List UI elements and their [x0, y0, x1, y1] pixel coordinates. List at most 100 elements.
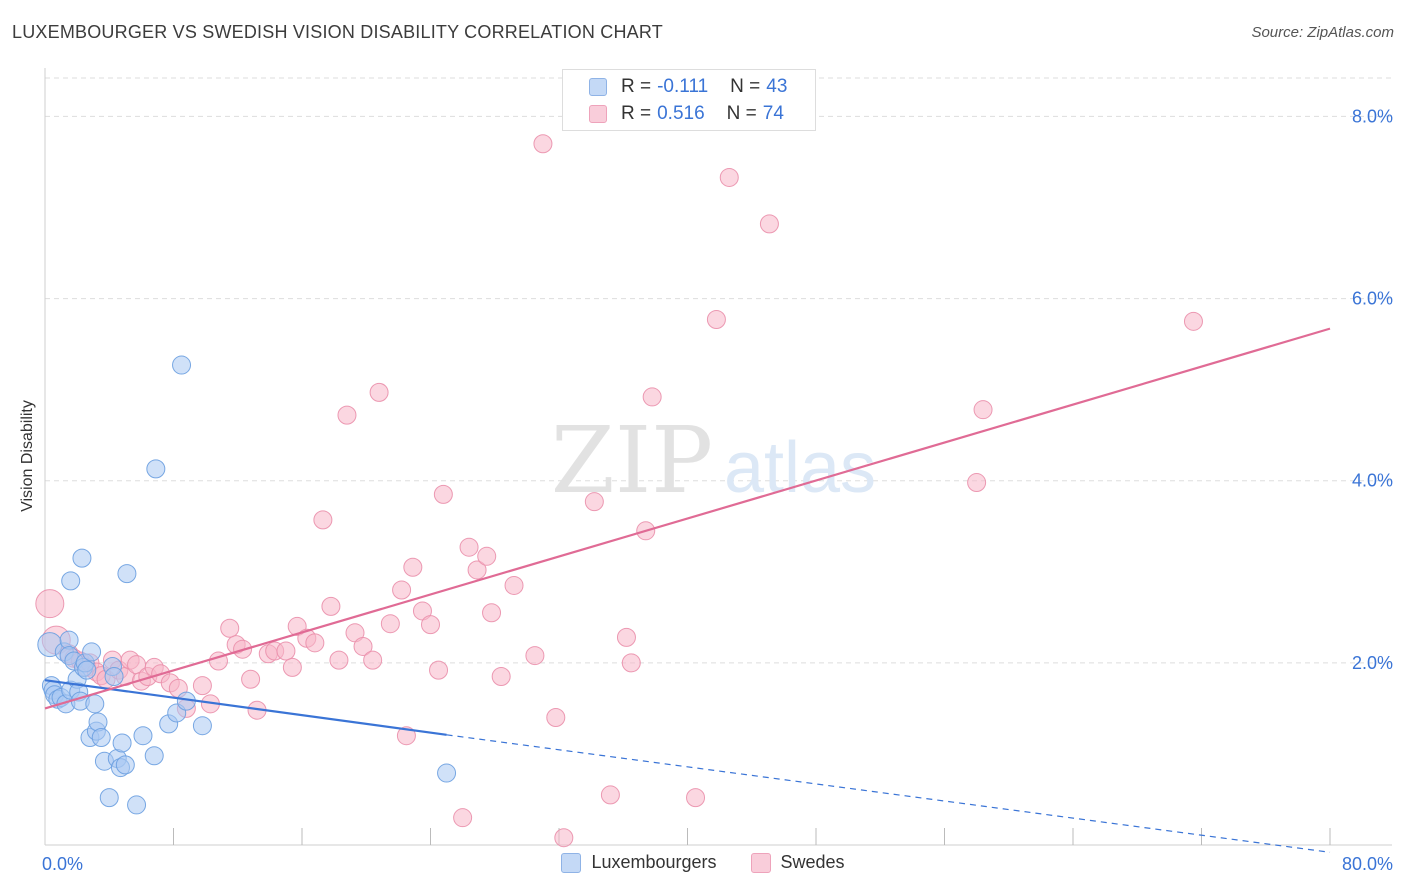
- point-swedes: [642, 387, 662, 407]
- point-swedes: [329, 650, 349, 670]
- point-swedes: [282, 657, 302, 677]
- correlation-legend: R = -0.111 N = 43 R = 0.516 N = 74: [562, 69, 816, 131]
- point-swedes: [584, 492, 604, 512]
- source-label: Source: ZipAtlas.com: [1251, 24, 1394, 41]
- point-luxembourgers: [172, 355, 192, 375]
- chart-title: LUXEMBOURGER VS SWEDISH VISION DISABILIT…: [12, 22, 663, 42]
- point-swedes: [433, 484, 453, 504]
- point-swedes: [482, 603, 502, 623]
- point-swedes: [706, 310, 726, 330]
- point-luxembourgers: [77, 660, 97, 680]
- point-swedes: [453, 808, 473, 828]
- legend-row-swedes: R = 0.516 N = 74: [589, 102, 784, 126]
- point-swedes: [759, 214, 779, 234]
- point-luxembourgers: [88, 712, 108, 732]
- legend-swatch-blue: [589, 78, 607, 96]
- point-luxembourgers: [72, 548, 92, 568]
- point-swedes: [973, 400, 993, 420]
- legend-n-label: N =: [726, 103, 757, 124]
- point-swedes: [380, 614, 400, 634]
- point-swedes: [337, 405, 357, 425]
- legend-r-value: 0.516: [657, 103, 705, 124]
- point-swedes: [600, 785, 620, 805]
- point-swedes: [396, 726, 416, 746]
- watermark-atlas: atlas: [724, 428, 876, 508]
- point-luxembourgers: [437, 763, 457, 783]
- point-swedes: [192, 676, 212, 696]
- point-luxembourgers: [146, 459, 166, 479]
- point-swedes: [504, 575, 524, 595]
- point-luxembourgers: [115, 755, 135, 775]
- x-tick-label-max: 80.0%: [1342, 854, 1393, 874]
- legend-row-luxembourgers: R = -0.111 N = 43: [589, 75, 787, 99]
- point-swedes: [477, 546, 497, 566]
- point-swedes: [554, 828, 574, 848]
- point-swedes: [241, 669, 261, 689]
- legend-item-luxembourgers[interactable]: Luxembourgers: [561, 852, 717, 873]
- legend-r-label: R =: [621, 76, 652, 97]
- tick-labels: 2.0% 4.0% 6.0% 8.0% 0.0% 80.0%: [42, 106, 1393, 874]
- axes-layer: [44, 68, 1392, 846]
- point-swedes: [305, 633, 325, 653]
- y-axis-label: Vision Disability: [19, 400, 36, 512]
- point-luxembourgers: [61, 571, 81, 591]
- trendline-luxembourgers-extension: [446, 734, 1331, 853]
- point-swedes: [533, 134, 553, 154]
- point-swedes: [220, 618, 240, 638]
- point-luxembourgers: [91, 728, 111, 748]
- point-swedes: [353, 636, 373, 656]
- point-swedes: [369, 382, 389, 402]
- point-swedes: [363, 650, 383, 670]
- point-swedes: [392, 580, 412, 600]
- point-luxembourgers: [104, 667, 124, 687]
- point-luxembourgers: [117, 564, 137, 584]
- point-swedes: [313, 510, 333, 530]
- point-swedes: [276, 641, 296, 661]
- point-luxembourgers: [85, 694, 105, 714]
- point-luxembourgers: [133, 726, 153, 746]
- point-swedes: [35, 589, 65, 619]
- point-swedes: [525, 646, 545, 666]
- trend-layer: [44, 327, 1331, 853]
- point-luxembourgers: [112, 733, 132, 753]
- point-swedes: [1183, 311, 1203, 331]
- y-tick-label: 8.0%: [1352, 106, 1393, 126]
- point-swedes: [321, 596, 341, 616]
- point-swedes: [719, 167, 739, 187]
- legend-swatch-swedes: [750, 852, 771, 873]
- point-swedes: [491, 667, 511, 687]
- point-swedes: [967, 473, 987, 493]
- legend-n-value: 74: [762, 103, 784, 124]
- point-swedes: [403, 557, 423, 577]
- y-tick-label: 4.0%: [1352, 471, 1393, 491]
- legend-swatch-pink: [589, 105, 607, 123]
- point-swedes: [459, 537, 479, 557]
- point-swedes: [467, 560, 487, 580]
- point-luxembourgers: [82, 642, 102, 662]
- point-swedes: [421, 615, 440, 635]
- y-tick-label: 6.0%: [1352, 289, 1393, 309]
- point-swedes: [686, 788, 706, 808]
- points-layer: [35, 134, 1203, 848]
- point-swedes: [546, 708, 566, 727]
- legend-n-label: N =: [730, 76, 761, 97]
- legend-r-value: -0.111: [657, 76, 709, 97]
- legend-item-swedes[interactable]: Swedes: [750, 852, 845, 873]
- point-luxembourgers: [144, 746, 164, 766]
- point-swedes: [429, 660, 449, 680]
- trendline-swedes: [44, 327, 1331, 710]
- legend-n-value: 43: [766, 76, 788, 97]
- legend-r-label: R =: [621, 103, 652, 124]
- series-legend: Luxembourgers Swedes: [0, 852, 1406, 873]
- watermark-zip: ZIP: [551, 407, 713, 514]
- x-tick-label-min: 0.0%: [42, 854, 83, 874]
- legend-swatch-luxembourgers: [561, 852, 582, 873]
- point-luxembourgers: [99, 788, 119, 808]
- legend-label-swedes: Swedes: [780, 852, 845, 872]
- point-luxembourgers: [192, 716, 212, 736]
- point-swedes: [621, 653, 641, 673]
- legend-label-luxembourgers: Luxembourgers: [591, 852, 717, 872]
- point-luxembourgers: [127, 795, 147, 815]
- watermark: ZIP atlas: [551, 407, 876, 514]
